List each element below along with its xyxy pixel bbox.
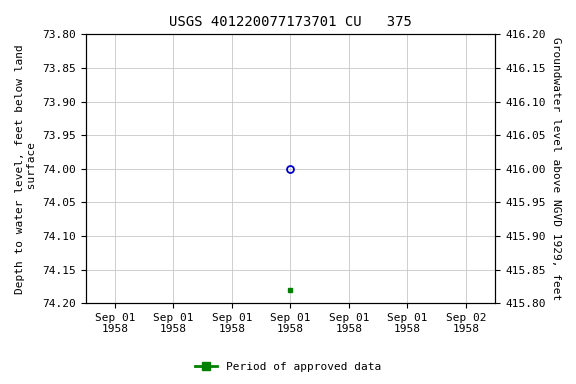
Y-axis label: Depth to water level, feet below land
 surface: Depth to water level, feet below land su… (15, 44, 37, 294)
Title: USGS 401220077173701 CU   375: USGS 401220077173701 CU 375 (169, 15, 412, 29)
Legend: Period of approved data: Period of approved data (191, 358, 385, 377)
Y-axis label: Groundwater level above NGVD 1929, feet: Groundwater level above NGVD 1929, feet (551, 37, 561, 300)
